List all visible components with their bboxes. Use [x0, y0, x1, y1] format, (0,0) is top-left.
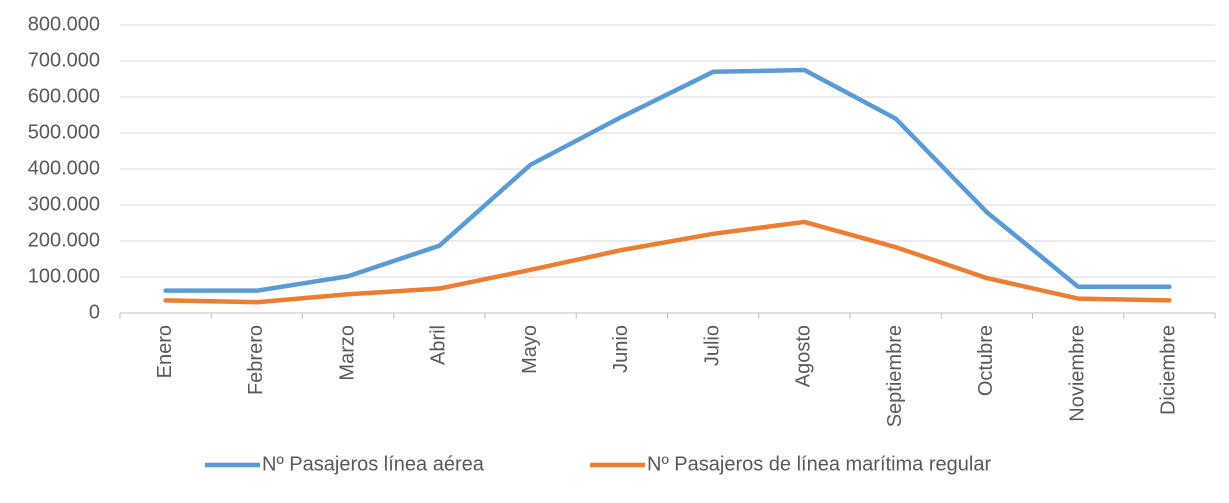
y-tick-label: 600.000 — [28, 85, 100, 107]
x-tick-label: Septiembre — [884, 325, 906, 427]
y-tick-label: 100.000 — [28, 265, 100, 287]
x-tick-label: Octubre — [975, 325, 997, 396]
legend-label: Nº Pasajeros línea aérea — [262, 453, 485, 475]
x-tick-label: Diciembre — [1158, 325, 1180, 415]
x-tick-label: Julio — [701, 325, 723, 366]
x-tick-label: Mayo — [519, 325, 541, 374]
x-tick-label: Marzo — [336, 325, 358, 381]
y-tick-label: 800.000 — [28, 13, 100, 35]
series-line — [163, 67, 1172, 293]
y-tick-label: 0 — [89, 301, 100, 323]
x-tick-label: Junio — [610, 325, 632, 373]
y-tick-label: 200.000 — [28, 229, 100, 251]
x-tick-label: Agosto — [793, 325, 815, 387]
y-tick-label: 400.000 — [28, 157, 100, 179]
series-line — [163, 219, 1172, 305]
x-tick-label: Noviembre — [1066, 325, 1088, 422]
y-tick-label: 500.000 — [28, 121, 100, 143]
x-tick-label: Febrero — [245, 325, 267, 395]
y-tick-label: 300.000 — [28, 193, 100, 215]
legend-label: Nº Pasajeros de línea marítima regular — [647, 453, 991, 475]
x-tick-label: Enero — [154, 325, 176, 378]
y-tick-label: 700.000 — [28, 49, 100, 71]
x-tick-label: Abril — [428, 325, 450, 365]
